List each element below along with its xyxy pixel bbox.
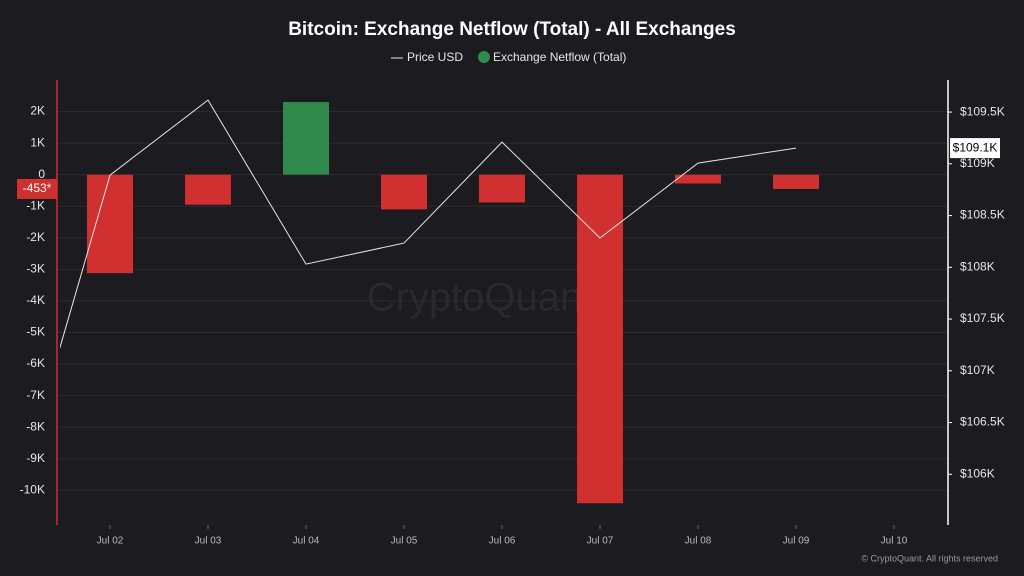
y2-tick-label: $106.5K: [960, 415, 1005, 429]
y2-tick-label: $109.5K: [960, 104, 1005, 118]
y-tick-label: -8K: [26, 419, 45, 433]
chart-title: Bitcoin: Exchange Netflow (Total) - All …: [288, 19, 736, 40]
x-tick-label: Jul 08: [685, 536, 712, 547]
bar: [283, 102, 329, 175]
y2-tick-label: $107K: [960, 363, 995, 377]
bar: [773, 174, 819, 189]
current-value-label: -453*: [23, 181, 52, 195]
legend-label: Exchange Netflow (Total): [493, 50, 626, 64]
y-tick-label: -6K: [26, 356, 45, 370]
y-tick-label: -1K: [26, 198, 45, 212]
y-tick-label: -3K: [26, 262, 45, 276]
y2-tick-label: $107.5K: [960, 311, 1005, 325]
price-line: [60, 99, 797, 350]
y-tick-label: -5K: [26, 325, 45, 339]
x-tick-label: Jul 06: [489, 536, 516, 547]
x-tick-label: Jul 03: [195, 536, 222, 547]
x-tick-label: Jul 07: [587, 536, 614, 547]
y-tick-label: 0: [38, 167, 45, 181]
x-tick-label: Jul 09: [783, 536, 810, 547]
x-tick-label: Jul 02: [97, 536, 124, 547]
y-tick-label: -9K: [26, 451, 45, 465]
bar: [577, 174, 623, 504]
y2-tick-label: $109K: [960, 156, 995, 170]
current-value-box: [17, 178, 57, 199]
bar: [479, 174, 525, 203]
watermark: CryptoQuant: [367, 276, 594, 320]
bar: [675, 174, 721, 184]
x-tick-label: Jul 05: [391, 536, 418, 547]
current-price-box: [950, 138, 1000, 159]
y2-tick-label: $108K: [960, 259, 995, 273]
plot: [60, 99, 819, 504]
bar: [185, 174, 231, 205]
current-price-label: $109.1K: [953, 140, 998, 154]
y2-tick-label: $108.5K: [960, 208, 1005, 222]
legend-label: Price USD: [407, 50, 463, 64]
legend-dot: [478, 51, 490, 63]
y-tick-label: -2K: [26, 230, 45, 244]
y2-tick-label: $106K: [960, 466, 995, 480]
y-tick-label: -10K: [20, 482, 45, 496]
x-tick-label: Jul 10: [881, 536, 908, 547]
y-tick-label: -4K: [26, 293, 45, 307]
bar: [381, 174, 427, 210]
x-tick-label: Jul 04: [293, 536, 320, 547]
y-tick-label: 2K: [30, 104, 45, 118]
footer: © CryptoQuant. All rights reserved: [861, 553, 998, 563]
y-tick-label: -7K: [26, 388, 45, 402]
y-tick-label: 1K: [30, 135, 45, 149]
legend: Price USD Exchange Netflow (Total): [391, 50, 626, 64]
bar: [87, 174, 133, 274]
